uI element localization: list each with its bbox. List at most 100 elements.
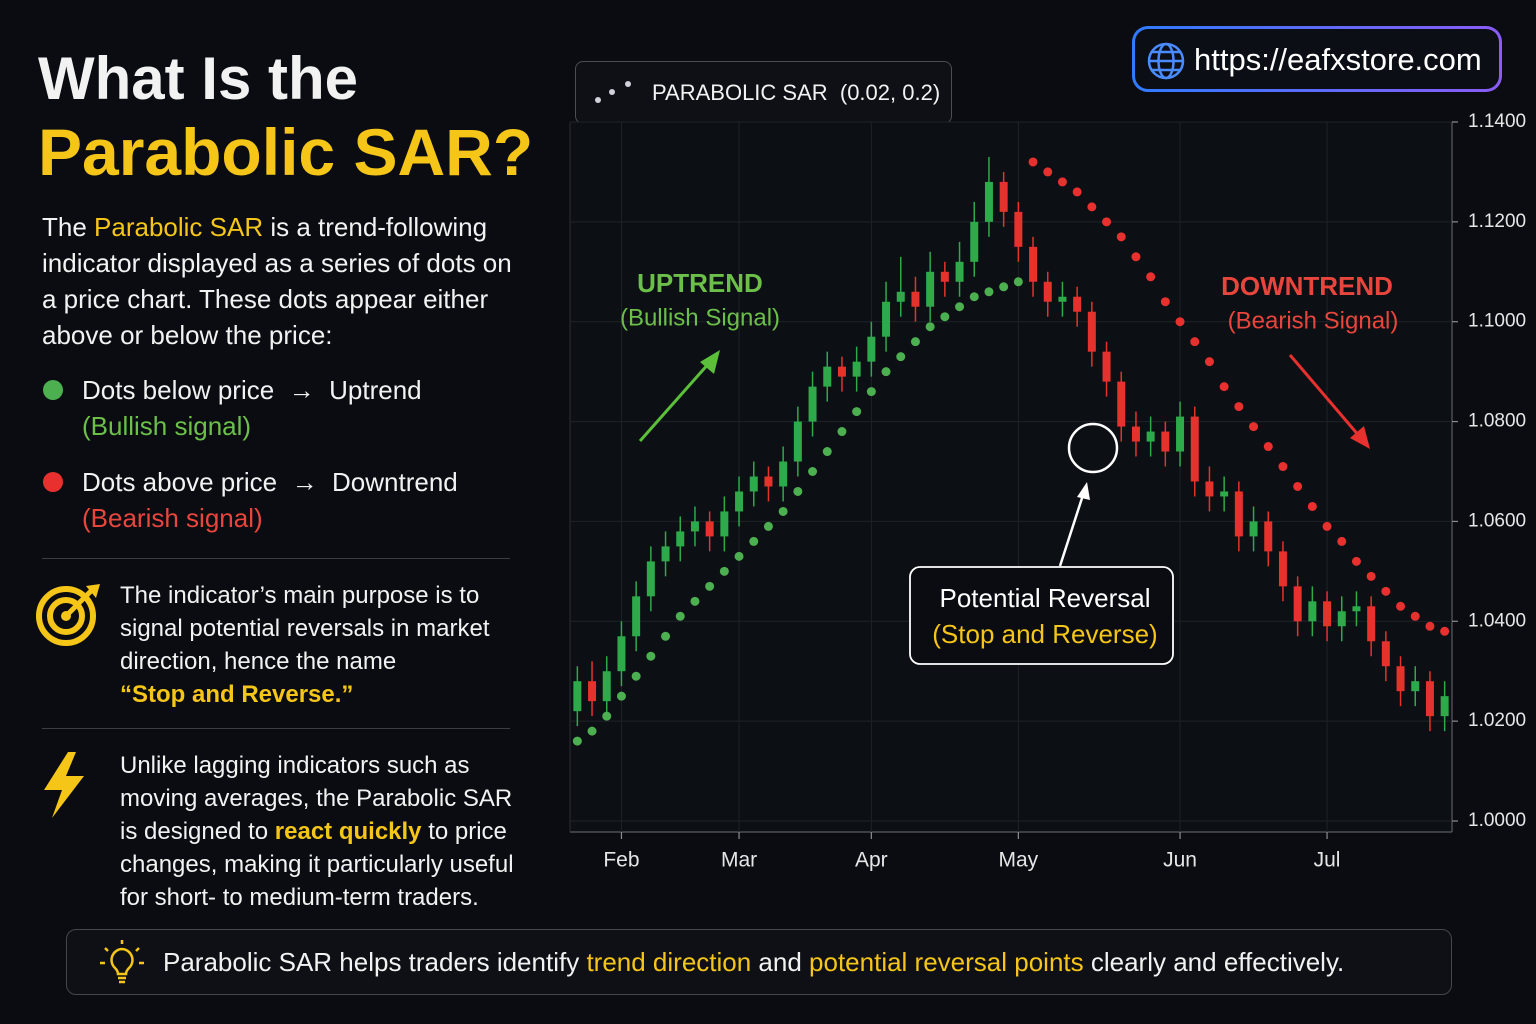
candle-body	[1161, 431, 1170, 452]
sar-dot	[1102, 217, 1112, 227]
candle-body	[749, 476, 758, 492]
candle-body	[1014, 211, 1023, 247]
text: The	[42, 212, 95, 242]
candle-body	[1396, 666, 1405, 692]
bulb-icon	[100, 940, 144, 984]
sar-dot	[881, 367, 891, 377]
sar-dot	[808, 467, 818, 476]
candle-body	[632, 596, 641, 637]
globe-icon	[1147, 42, 1185, 80]
candle-body	[661, 546, 670, 562]
text: Dots below price	[82, 375, 275, 405]
y-tick-label: 1.1200	[1468, 211, 1526, 232]
candle-body	[1176, 416, 1185, 452]
arrow-head	[1350, 426, 1370, 449]
candle-body	[735, 491, 744, 512]
text: Dots above price	[82, 467, 278, 497]
highlight: “Stop and Reverse.”	[120, 681, 354, 708]
footer-text: Parabolic SAR helps traders identify tre…	[163, 946, 1344, 978]
bullet-dot	[43, 472, 63, 492]
chart: 1.0000 1.0200 1.0400 1.0600 1.0800 1.1000 1.12…	[569, 111, 1526, 872]
text: Parabolic SAR helps traders identify	[163, 947, 587, 977]
text: and	[751, 947, 810, 977]
x-tick-label: Mar	[721, 849, 757, 872]
sar-dot	[1219, 382, 1229, 392]
annotation: Potential Reversal	[940, 583, 1151, 613]
signal: (Bearish signal)	[82, 503, 263, 533]
signal: (Bullish signal)	[82, 411, 252, 441]
candle-body	[1146, 431, 1155, 442]
y-tick-label: 1.0400	[1468, 610, 1526, 631]
annotation: UPTREND	[637, 268, 763, 298]
candle-body	[1308, 601, 1317, 622]
candle-body	[852, 361, 861, 377]
footer-box	[66, 929, 1452, 995]
bullet-dot	[43, 380, 63, 400]
candle-body	[999, 181, 1008, 212]
candle-body	[1278, 551, 1287, 587]
arrow	[1058, 494, 1085, 567]
sar-dot	[1322, 521, 1332, 531]
candle-body	[955, 261, 964, 282]
x-tick-label: May	[999, 849, 1039, 872]
candle-body	[867, 336, 876, 362]
sar-dot	[587, 726, 597, 736]
url[interactable]: https://eafxstore.com	[1194, 42, 1482, 77]
sar-dot	[1263, 442, 1273, 452]
x-tick-label: Jul	[1314, 849, 1341, 872]
sar-dot	[1131, 252, 1141, 262]
text: clearly and effectively.	[1083, 947, 1345, 977]
arrow-head	[700, 350, 720, 374]
sar-dot	[1366, 571, 1376, 581]
url-pill[interactable]	[1132, 26, 1502, 92]
bullet: Dots below price → Uptrend (Bullish signa…	[82, 372, 422, 444]
candle-body	[1323, 601, 1332, 627]
intro: The Parabolic SAR is a trend-following i…	[42, 209, 512, 353]
candle-body	[837, 366, 846, 377]
sar-dot	[1278, 462, 1288, 472]
candle-body	[1102, 351, 1111, 382]
reversal-circle	[1067, 422, 1119, 474]
sar-dot	[1013, 277, 1023, 287]
sar-dot	[866, 387, 876, 397]
sar-dot	[925, 322, 935, 332]
sar-dot	[910, 337, 920, 347]
text: Downtrend	[332, 467, 458, 497]
candle-body	[1058, 296, 1067, 302]
text: is a trend-following indicator displayed…	[42, 212, 512, 350]
candle-body	[602, 671, 611, 702]
sar-dot	[837, 427, 847, 437]
sar-dot	[646, 651, 656, 661]
target-icon	[36, 584, 100, 646]
candle-body	[911, 291, 920, 307]
x-tick-label: Apr	[855, 849, 888, 872]
sar-dot	[1057, 177, 1067, 187]
candle-body	[588, 681, 597, 702]
sar-dot	[1204, 357, 1214, 367]
sar-dot	[1293, 481, 1303, 491]
candle-body	[1367, 606, 1376, 642]
candle-body	[1249, 521, 1258, 537]
sar-dot	[793, 486, 803, 496]
sar-dot	[955, 302, 965, 312]
title-line1: What Is the	[38, 45, 359, 112]
candle-body	[573, 681, 582, 712]
candle-body	[1131, 426, 1140, 442]
sar-dot	[984, 287, 994, 297]
sar-dot	[690, 596, 700, 606]
y-tick-label: 1.0800	[1468, 411, 1526, 432]
indicator-legend	[575, 61, 952, 124]
highlight: react quickly	[274, 818, 422, 845]
sar-dot	[1396, 601, 1406, 611]
separator	[42, 558, 510, 559]
candle-body	[1337, 611, 1346, 627]
sar-dot	[940, 312, 950, 322]
candle-body	[1117, 381, 1126, 427]
annotation: (Stop and Reverse)	[932, 619, 1157, 649]
sar-dot	[675, 611, 685, 621]
candle-body	[970, 221, 979, 262]
candle-body	[1073, 296, 1082, 312]
sar-dot	[661, 631, 671, 641]
candle-body	[705, 521, 714, 537]
